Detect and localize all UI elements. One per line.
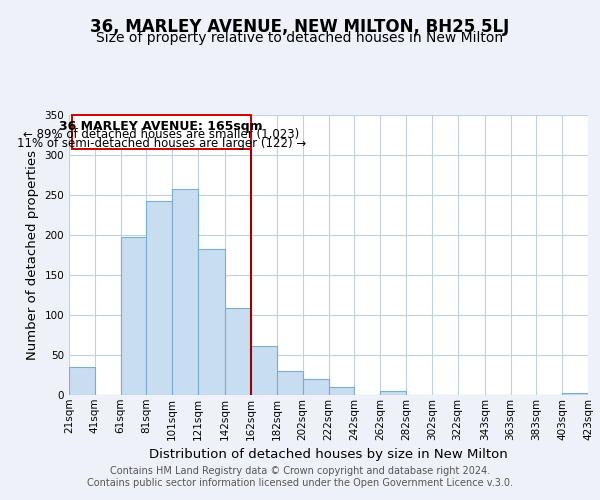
Bar [562, 394, 588, 395]
Text: ← 89% of detached houses are smaller (1,023): ← 89% of detached houses are smaller (1,… [23, 128, 299, 141]
Text: Contains public sector information licensed under the Open Government Licence v.: Contains public sector information licen… [87, 478, 513, 488]
Bar [172, 188, 198, 395]
Bar [69, 367, 95, 395]
Bar [198, 248, 225, 395]
Bar [302, 379, 329, 395]
Y-axis label: Number of detached properties: Number of detached properties [26, 150, 39, 360]
Text: Contains HM Land Registry data © Crown copyright and database right 2024.: Contains HM Land Registry data © Crown c… [110, 466, 490, 476]
FancyBboxPatch shape [71, 115, 251, 148]
Bar [380, 391, 406, 395]
Text: 36, MARLEY AVENUE, NEW MILTON, BH25 5LJ: 36, MARLEY AVENUE, NEW MILTON, BH25 5LJ [91, 18, 509, 36]
Bar [329, 387, 355, 395]
Text: 11% of semi-detached houses are larger (122) →: 11% of semi-detached houses are larger (… [17, 136, 306, 149]
Text: 36 MARLEY AVENUE: 165sqm: 36 MARLEY AVENUE: 165sqm [59, 120, 263, 133]
X-axis label: Distribution of detached houses by size in New Milton: Distribution of detached houses by size … [149, 448, 508, 461]
Text: Size of property relative to detached houses in New Milton: Size of property relative to detached ho… [97, 31, 503, 45]
Bar [146, 202, 172, 395]
Bar [251, 346, 277, 395]
Bar [225, 308, 251, 395]
Bar [277, 371, 302, 395]
Bar [121, 236, 146, 395]
